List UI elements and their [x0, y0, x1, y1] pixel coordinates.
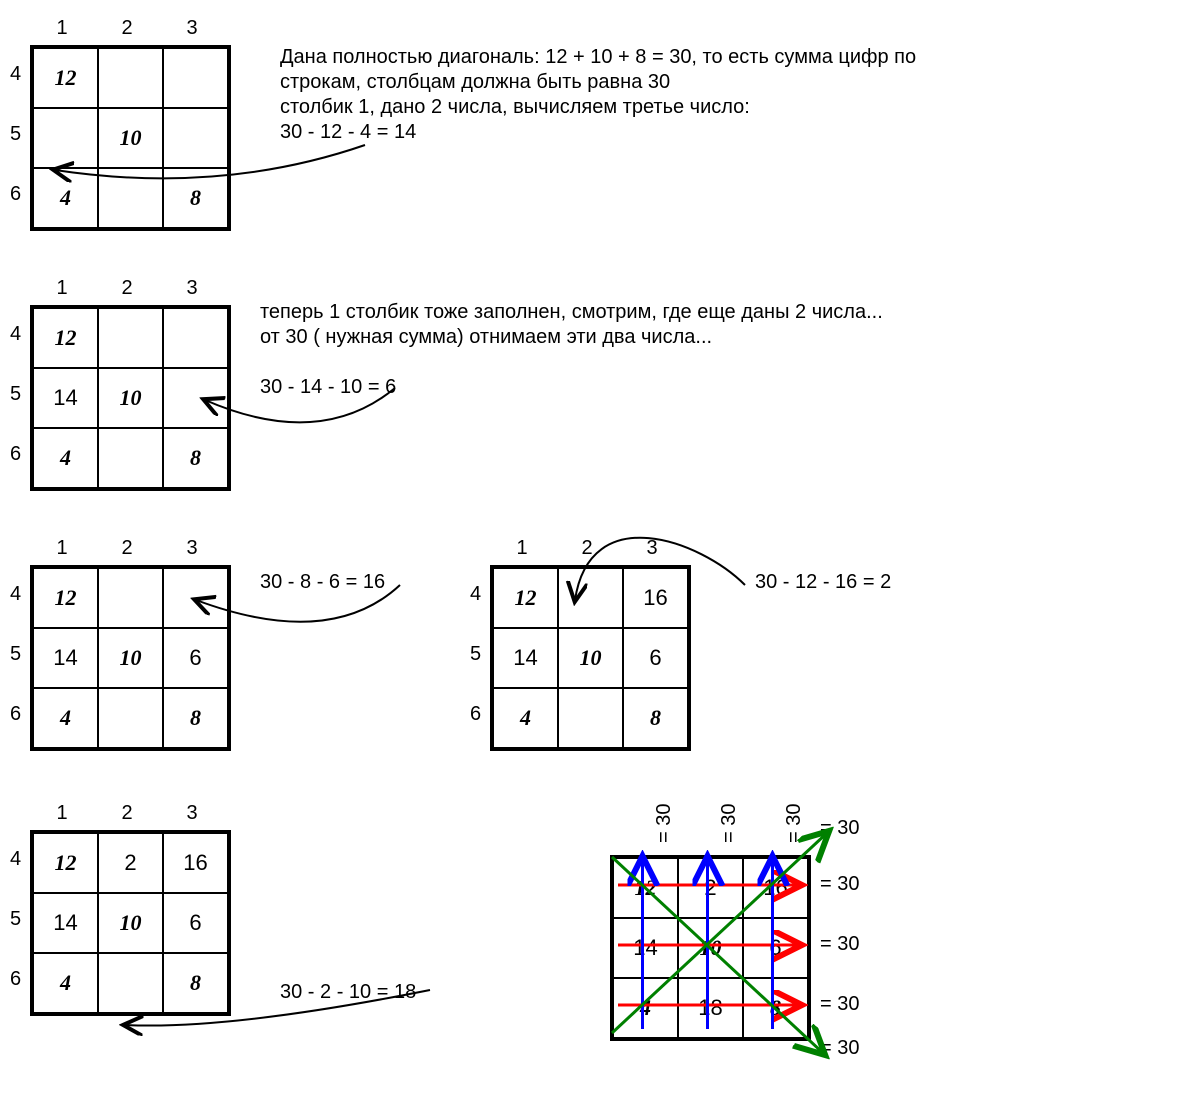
- grid-cell: 10: [678, 918, 743, 978]
- grid-cell: 18: [678, 978, 743, 1038]
- grid-cell: 10: [98, 108, 163, 168]
- grid-cell: 12: [613, 858, 678, 918]
- explanation-text: 30 - 12 - 16 = 2: [755, 570, 1155, 595]
- col-label: 3: [187, 537, 198, 560]
- grid-cell: [163, 108, 228, 168]
- row-label: 4: [10, 848, 21, 871]
- grid-cell: 12: [33, 48, 98, 108]
- grid-cell: 12: [33, 568, 98, 628]
- grid-cell: 8: [163, 168, 228, 228]
- row-label: 5: [10, 383, 21, 406]
- grid-cell: 6: [623, 628, 688, 688]
- row-label: 5: [10, 643, 21, 666]
- grid-cell: [33, 108, 98, 168]
- row-label: 6: [10, 703, 21, 726]
- grid-cell: [163, 308, 228, 368]
- grid-cell: 8: [163, 953, 228, 1013]
- grid-cell: 4: [33, 953, 98, 1013]
- grid-cell: 10: [558, 628, 623, 688]
- row-label: 5: [470, 643, 481, 666]
- grid-cell: 14: [33, 628, 98, 688]
- col-label: 1: [57, 802, 68, 825]
- grid-cell: [98, 568, 163, 628]
- grid-cell: 12: [33, 308, 98, 368]
- grid-cell: [163, 48, 228, 108]
- col-label: 2: [122, 277, 133, 300]
- magic-square-grid: 12216141064188: [610, 855, 811, 1041]
- grid-cell: 2: [678, 858, 743, 918]
- explanation-text: 30 - 14 - 10 = 6: [260, 375, 660, 400]
- magic-square-grid: 1214106 4 8: [30, 565, 231, 751]
- grid-cell: 4: [33, 688, 98, 748]
- grid-cell: [98, 688, 163, 748]
- grid-cell: 6: [163, 893, 228, 953]
- col-label: 3: [647, 537, 658, 560]
- col-sum-label: = 30: [718, 804, 741, 843]
- diag-sum-label: = 30: [820, 817, 859, 840]
- grid-cell: 10: [98, 368, 163, 428]
- grid-cell: 6: [163, 628, 228, 688]
- col-label: 2: [582, 537, 593, 560]
- col-label: 1: [57, 537, 68, 560]
- row-label: 6: [10, 183, 21, 206]
- explanation-text: теперь 1 столбик тоже заполнен, смотрим,…: [260, 300, 1160, 350]
- grid-cell: [98, 428, 163, 488]
- col-label: 1: [517, 537, 528, 560]
- grid-cell: 14: [33, 893, 98, 953]
- row-label: 6: [10, 443, 21, 466]
- grid-cell: 2: [98, 833, 163, 893]
- grid-cell: 14: [33, 368, 98, 428]
- explanation-text: 30 - 2 - 10 = 18: [280, 980, 680, 1005]
- col-label: 1: [57, 277, 68, 300]
- grid-cell: 8: [743, 978, 808, 1038]
- grid-cell: [163, 368, 228, 428]
- grid-cell: 8: [163, 428, 228, 488]
- row-label: 5: [10, 123, 21, 146]
- grid-cell: 14: [493, 628, 558, 688]
- grid-cell: 4: [33, 428, 98, 488]
- col-sum-label: = 30: [653, 804, 676, 843]
- grid-cell: [558, 688, 623, 748]
- grid-cell: 6: [743, 918, 808, 978]
- explanation-text: Дана полностью диагональ: 12 + 10 + 8 = …: [280, 45, 1180, 145]
- magic-square-grid: 12216 14106 4 8: [30, 830, 231, 1016]
- row-label: 5: [10, 908, 21, 931]
- col-label: 2: [122, 537, 133, 560]
- col-label: 3: [187, 17, 198, 40]
- row-label: 6: [470, 703, 481, 726]
- col-label: 2: [122, 802, 133, 825]
- grid-cell: 10: [98, 893, 163, 953]
- grid-cell: 4: [493, 688, 558, 748]
- row-label: 4: [10, 583, 21, 606]
- col-label: 3: [187, 802, 198, 825]
- row-sum-label: = 30: [820, 993, 859, 1016]
- grid-cell: 16: [743, 858, 808, 918]
- diag-sum-label: = 30: [820, 1037, 859, 1060]
- grid-cell: [98, 308, 163, 368]
- grid-cell: [98, 48, 163, 108]
- grid-cell: [98, 168, 163, 228]
- grid-cell: 4: [33, 168, 98, 228]
- col-sum-label: = 30: [783, 804, 806, 843]
- grid-cell: 8: [163, 688, 228, 748]
- col-label: 1: [57, 17, 68, 40]
- grid-cell: 16: [163, 833, 228, 893]
- explanation-text: 30 - 8 - 6 = 16: [260, 570, 660, 595]
- grid-cell: 12: [33, 833, 98, 893]
- row-label: 4: [10, 63, 21, 86]
- row-sum-label: = 30: [820, 873, 859, 896]
- magic-square-grid: 1214104 8: [30, 305, 231, 491]
- row-label: 6: [10, 968, 21, 991]
- grid-cell: 10: [98, 628, 163, 688]
- grid-cell: 14: [613, 918, 678, 978]
- grid-cell: [98, 953, 163, 1013]
- row-sum-label: = 30: [820, 933, 859, 956]
- magic-square-grid: 12104 8: [30, 45, 231, 231]
- col-label: 3: [187, 277, 198, 300]
- grid-cell: [163, 568, 228, 628]
- col-label: 2: [122, 17, 133, 40]
- row-label: 4: [10, 323, 21, 346]
- grid-cell: 8: [623, 688, 688, 748]
